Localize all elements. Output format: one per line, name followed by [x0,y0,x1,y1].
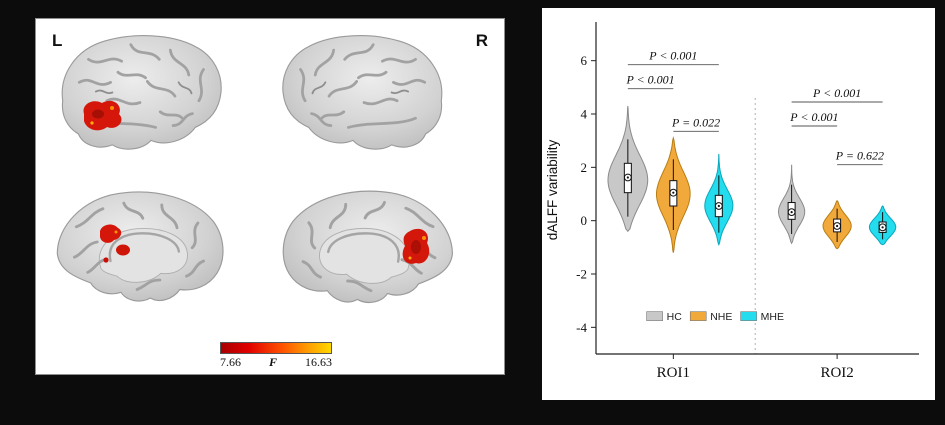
activation-cluster-left-frontal [83,100,122,131]
legend-label-HC: HC [667,311,683,323]
colorbar-min-label: 7.66 [220,355,241,369]
colorbar: 7.66 F 16.63 [220,342,332,370]
hemisphere-left-label: L [52,31,63,50]
colorbar-stat-label: F [268,355,277,369]
y-tick-label: 0 [581,213,588,228]
violin-chart: 6 4 2 0 -2 -4 ROI1 ROI2 dALFF variability P < 0.0… [545,22,919,381]
y-axis-title: dALFF variability [545,139,560,240]
y-tick-label: -2 [576,267,587,282]
median-dot [672,191,675,194]
colorbar-max-label: 16.63 [304,355,332,369]
p-value-label: P < 0.001 [789,110,838,124]
p-value-label: P < 0.001 [625,73,674,87]
violin-plot-panel: 6 4 2 0 -2 -4 ROI1 ROI2 dALFF variability P < 0.0… [542,8,935,400]
p-value-label: P < 0.001 [648,49,697,63]
p-value-label: P = 0.022 [671,115,720,129]
brain-renders [55,34,454,304]
y-tick-label: -4 [576,320,587,335]
brain-lateral-left [60,34,223,151]
legend-label-MHE: MHE [761,311,784,323]
legend-swatch-NHE [689,311,707,321]
activation-cluster-medial-left [99,224,130,263]
median-dot [881,226,884,229]
y-tick-label: 2 [581,160,588,175]
median-dot [836,224,839,228]
activation-cluster-medial-right [402,228,430,264]
brain-medial-left [55,190,225,303]
hemisphere-right-label: R [475,31,488,50]
brain-lateral-right [281,34,444,151]
median-dot [790,211,793,214]
p-value-label: P < 0.001 [812,86,861,100]
median-dot [626,176,629,179]
legend-swatch-MHE [740,311,757,321]
colorbar-gradient [220,342,332,354]
legend-label-NHE: NHE [710,311,732,323]
x-group-label: ROI2 [820,365,853,381]
brain-render-panel: L R [35,18,505,375]
y-tick-label: 4 [581,107,588,122]
legend-swatch-HC [646,311,663,321]
y-tick-label: 6 [581,53,588,68]
p-value-label: P = 0.622 [835,149,884,163]
median-dot [717,204,720,208]
x-group-label: ROI1 [657,365,690,381]
